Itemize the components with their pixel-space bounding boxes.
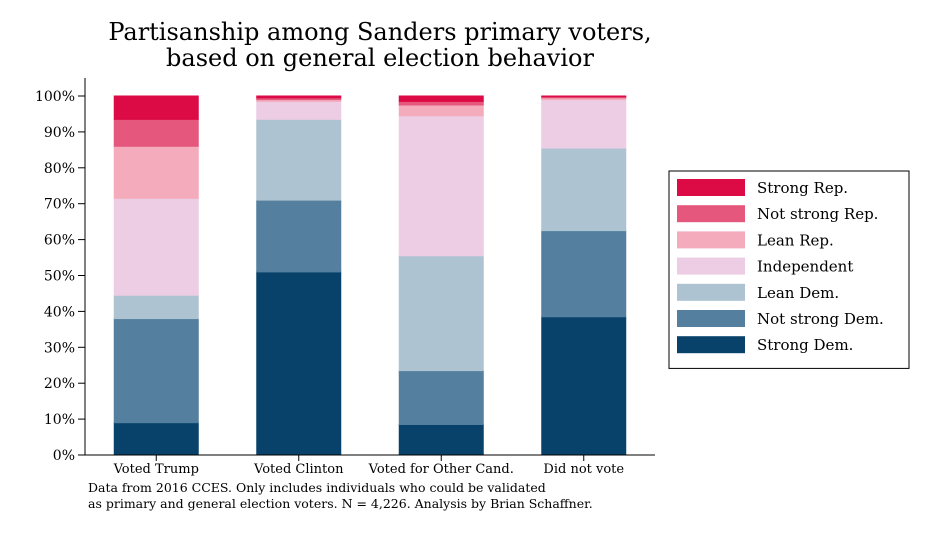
bar-segment-voted-trump-strong-dem: [113, 422, 199, 456]
legend-label-not-strong-dem: Not strong Dem.: [757, 310, 884, 328]
legend-swatch-not-strong-rep: [677, 205, 745, 223]
x-tick-label: Voted for Other Cand.: [368, 462, 514, 477]
y-tick-label: 20%: [44, 376, 75, 392]
bar-segment-voted-for-other-cand-strong-rep: [398, 95, 484, 102]
bar-segment-did-not-vote-strong-rep: [541, 95, 627, 98]
legend-swatch-lean-rep: [677, 231, 745, 249]
bar-segment-voted-trump-lean-rep: [113, 145, 199, 199]
y-tick-label: 50%: [44, 269, 75, 285]
stacked-bar-chart: 0% 10% 20% 30% 40% 50% 60% 70% 80% 90% 100% Voted …: [35, 78, 910, 477]
legend-swatch-strong-dem: [677, 336, 745, 354]
y-tick-label: 10%: [44, 412, 75, 428]
legend-swatch-independent: [677, 257, 745, 275]
legend-swatch-not-strong-dem: [677, 310, 745, 327]
bar-segment-voted-trump-not-strong-dem: [113, 318, 199, 424]
bar-segment-voted-for-other-cand-strong-dem: [398, 423, 484, 456]
legend-label-lean-rep: Lean Rep.: [757, 231, 834, 249]
bar-segment-voted-for-other-cand-independent: [398, 115, 484, 257]
bar-segment-did-not-vote-not-strong-dem: [541, 230, 627, 318]
bar-segment-voted-clinton-lean-dem: [256, 118, 342, 201]
bar-segment-did-not-vote-strong-dem: [541, 316, 627, 456]
x-tick-label: Voted Trump: [113, 462, 199, 477]
y-axis: 0% 10% 20% 30% 40% 50% 60% 70% 80% 90% 100%: [35, 78, 86, 464]
y-tick-label: 30%: [44, 340, 75, 356]
bar-segment-voted-for-other-cand-not-strong-rep: [398, 100, 484, 106]
bar-segment-voted-trump-not-strong-rep: [113, 118, 199, 147]
bar-segment-voted-for-other-cand-not-strong-dem: [398, 370, 484, 425]
bar-segment-voted-clinton-not-strong-dem: [256, 199, 342, 273]
y-tick-label: 40%: [44, 304, 75, 320]
chart-title-line-2: based on general election behavior: [166, 44, 594, 72]
y-tick-label: 60%: [44, 233, 75, 249]
legend-label-not-strong-rep: Not strong Rep.: [757, 205, 878, 223]
legend-label-strong-dem: Strong Dem.: [757, 336, 853, 354]
bar-segment-voted-clinton-strong-dem: [256, 271, 342, 456]
y-tick-label: 90%: [44, 125, 75, 141]
legend-label-lean-dem: Lean Dem.: [757, 284, 839, 302]
bar-segment-did-not-vote-independent: [541, 99, 627, 149]
chart-title-line-1: Partisanship among Sanders primary voter…: [108, 18, 652, 46]
bar-segment-voted-for-other-cand-lean-dem: [398, 255, 484, 372]
bar-segment-voted-clinton-independent: [256, 100, 342, 120]
bar-segment-voted-trump-independent: [113, 197, 199, 296]
bars: [113, 95, 627, 456]
y-tick-label: 70%: [44, 197, 75, 213]
x-tick-label: Voted Clinton: [253, 462, 344, 477]
bar-segment-voted-trump-lean-dem: [113, 294, 199, 320]
bar-segment-voted-trump-strong-rep: [113, 95, 199, 120]
legend: Strong Rep. Not strong Rep. Lean Rep. Indep…: [668, 170, 910, 369]
legend-swatch-lean-dem: [677, 283, 745, 301]
bar-segment-voted-clinton-strong-rep: [256, 95, 342, 99]
y-tick-label: 100%: [35, 89, 75, 105]
source-note-line-2: as primary and general election voters. …: [88, 496, 593, 511]
x-axis: Voted Trump Voted Clinton Voted for Other …: [85, 454, 655, 477]
legend-swatch-strong-rep: [677, 179, 745, 196]
legend-label-independent: Independent: [757, 258, 853, 276]
bar-segment-did-not-vote-lean-dem: [541, 147, 627, 232]
y-tick-label: 0%: [53, 448, 75, 464]
source-note-line-1: Data from 2016 CCES. Only includes indiv…: [88, 480, 546, 495]
bar-segment-voted-for-other-cand-lean-rep: [398, 104, 484, 117]
x-tick-label: Did not vote: [543, 462, 624, 477]
legend-label-strong-rep: Strong Rep.: [757, 179, 848, 197]
y-tick-label: 80%: [44, 161, 75, 177]
